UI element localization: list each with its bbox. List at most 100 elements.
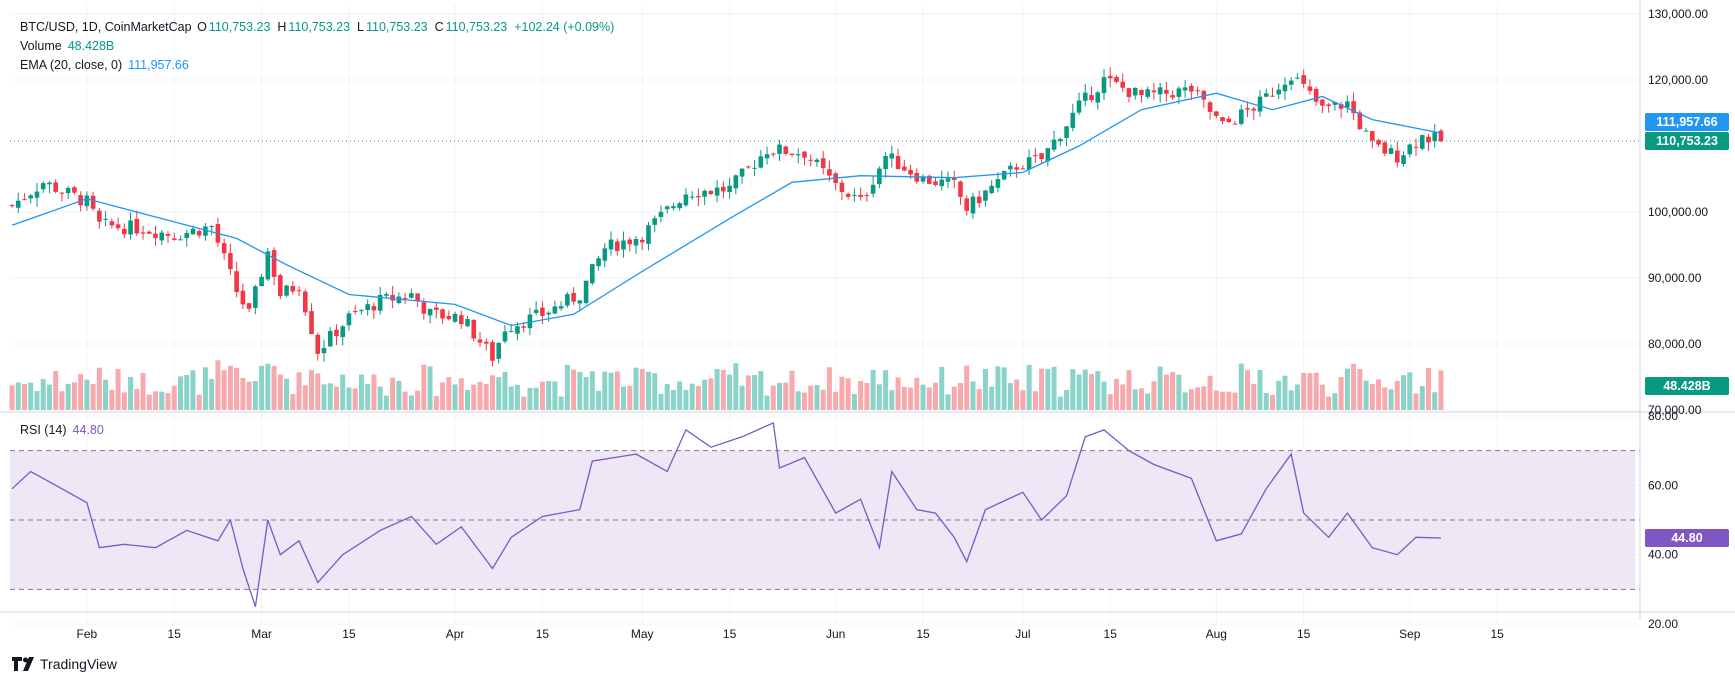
candle-body [1070,112,1076,128]
volume-bar [1226,391,1232,410]
candle-body [1176,88,1182,97]
candle-body [1107,75,1113,79]
candle-body [920,176,926,182]
volume-bar [683,389,689,410]
volume-bar [926,387,932,410]
volume-bar [1145,393,1151,410]
candle-body [134,218,140,234]
volume-bar [115,369,121,410]
candle-body [371,306,377,311]
volume-bar [527,387,533,410]
volume-bar [427,366,433,410]
volume-bar [539,381,545,410]
candle-body [446,316,452,320]
candle-body [939,179,945,187]
volume-bar [1007,383,1013,410]
candle-body [951,177,957,181]
volume-bar [1101,381,1107,410]
x-tick-label: 15 [536,627,550,641]
candle-body [140,232,146,234]
volume-bar [621,386,627,410]
volume-bar [1338,377,1344,410]
candle-body [839,182,845,192]
x-tick-label: Aug [1206,627,1227,641]
candle-body [902,166,907,171]
candle-body [1419,135,1425,149]
volume-legend: Volume 48.428B [20,37,114,56]
volume-bar [171,385,177,410]
candle-body [639,239,645,243]
volume-bar [371,374,377,410]
volume-bar [271,365,277,410]
candle-body [1214,111,1219,116]
candle-body [458,315,464,325]
tradingview-logo[interactable]: TradingView [12,656,117,672]
candle-body [1320,99,1325,106]
volume-bar [1001,367,1007,410]
candle-body [552,306,558,314]
candle-body [434,307,439,310]
volume-bar [895,377,901,410]
volume-bar [190,370,196,410]
candle-body [820,158,826,169]
candle-body [989,185,994,194]
candle-body [9,205,15,207]
volume-bar [521,396,527,410]
volume-bar [1107,394,1113,410]
candle-body [1345,101,1350,108]
candle-body [721,186,726,192]
volume-bar [402,391,408,410]
volume-bar [1438,370,1444,410]
volume-bar [720,369,726,410]
volume-bar [1026,364,1032,410]
volume-bar [396,380,402,410]
x-tick-label: Jun [826,627,845,641]
volume-bar [602,371,608,410]
candle-body [508,331,514,333]
price-tick-label: 90,000.00 [1648,271,1702,285]
candle-body [1114,76,1119,82]
ema-line [11,92,1442,327]
candle-body [1014,167,1019,170]
candle-body [708,190,714,194]
candle-body [808,159,814,161]
candle-body [533,309,539,313]
candle-body [1008,165,1013,170]
volume-bar [820,389,826,410]
candle-body [752,167,757,169]
candle-body [583,280,589,303]
volume-bar [502,371,508,410]
candle-body [90,195,96,209]
candle-body [758,156,764,168]
volume-bar [1357,368,1363,410]
candle-body [65,188,71,194]
candle-body [1288,80,1294,85]
volume-bar [1064,390,1070,410]
volume-bar [159,391,165,410]
candle-body [783,146,789,154]
volume-bar [770,385,776,410]
volume-bar [1082,369,1088,410]
volume-bar [1113,378,1119,410]
candle-body [795,154,801,156]
volume-bar [627,385,633,410]
candle-body [858,194,863,197]
volume-bar [1369,383,1375,410]
candle-body [515,326,520,334]
candle-body [1401,155,1406,164]
volume-bar [1188,389,1194,410]
candle-body [983,190,988,201]
candle-body [1363,130,1369,132]
volume-bar [639,369,645,410]
candle-body [228,253,233,270]
volume-bar [883,370,889,410]
volume-bar [552,381,558,410]
volume-bar [146,394,152,410]
candle-body [577,300,583,304]
candle-body [1045,148,1051,162]
candle-body [1195,90,1200,92]
candle-body [1282,84,1288,92]
candle-body [1076,100,1082,113]
volume-bar [65,383,71,410]
